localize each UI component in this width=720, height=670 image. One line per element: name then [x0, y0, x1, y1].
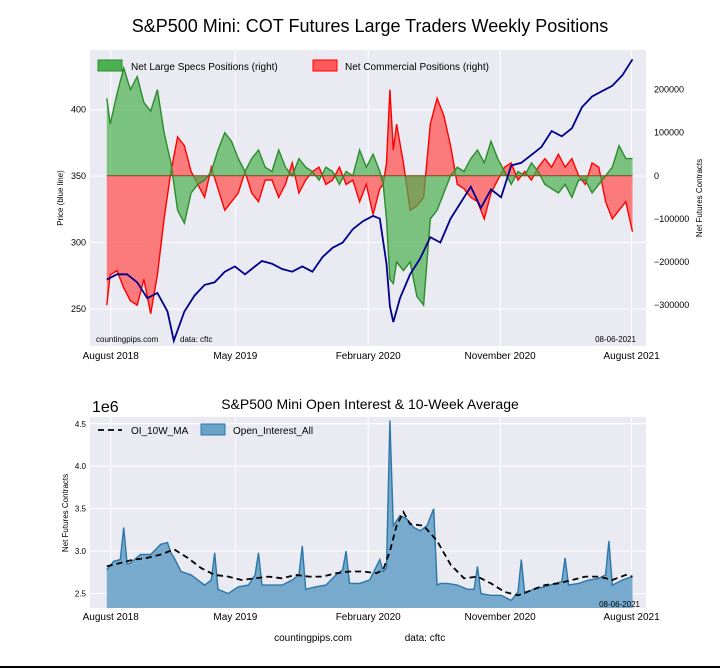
bottom-y-tick-label-0: 2.5	[75, 590, 87, 599]
bottom-x-ticks: August 2018 May 2019 February 2020 November…	[83, 612, 660, 623]
footer-source: data: cftc	[405, 633, 446, 644]
top-y2-tick-label-4: −200000	[654, 257, 689, 267]
bottom-chart: 2.5 3.0 3.5 4.0 4.5 August 2018 May 2019 Febru…	[61, 417, 660, 623]
top-y-tick-label-3: 400	[71, 105, 86, 115]
top-x-ticks: August 2018 May 2019 February 2020 November…	[83, 351, 660, 362]
oi-moving-average-line	[106, 510, 633, 597]
ma-path	[106, 510, 633, 597]
top-y2-tick-label-1: 100000	[654, 128, 684, 138]
bottom-legend: OI_10W_MA Open_Interest_All	[98, 423, 313, 437]
price-path	[106, 58, 634, 344]
bottom-x-tick-label-1: May 2019	[213, 612, 257, 623]
bottom-scale-label: 1e6	[92, 399, 119, 416]
net-contracts-axis-label: Net Futures Contracts	[695, 159, 704, 237]
bottom-x-tick-label-2: February 2020	[336, 612, 401, 623]
specs-outline	[106, 65, 633, 307]
left-y-ticks: 250 300 350 400	[71, 105, 86, 314]
top-legend: Net Large Specs Positions (right) Net Co…	[97, 59, 489, 73]
bottom-x-tick-label-3: November 2020	[465, 612, 537, 623]
bottom-y-axis-label: Net Futures Contracts	[61, 474, 70, 552]
price-line	[106, 58, 634, 344]
bottom-chart-title: S&P500 Mini Open Interest & 10-Week Aver…	[221, 396, 519, 412]
legend-label-oi: Open_Interest_All	[233, 426, 313, 437]
legend-label-ma: OI_10W_MA	[131, 426, 189, 437]
top-y2-tick-label-3: −100000	[654, 214, 689, 224]
top-x-tick-label-4: August 2021	[603, 351, 660, 362]
top-source-site: countingpips.com	[96, 335, 159, 344]
legend-swatch-commercial	[312, 59, 338, 72]
bottom-date-label: 08-06-2021	[599, 600, 640, 609]
bottom-y-ticks: 2.5 3.0 3.5 4.0 4.5	[75, 420, 87, 599]
open-interest-fill	[106, 420, 633, 608]
top-chart-title: S&P500 Mini: COT Futures Large Traders W…	[132, 16, 609, 36]
legend-label-commercial: Net Commercial Positions (right)	[345, 62, 489, 73]
top-y2-tick-label-5: −300000	[654, 300, 689, 310]
top-x-tick-label-2: February 2020	[336, 351, 401, 362]
price-axis-label: Price (blue line)	[56, 170, 65, 226]
bottom-y-tick-label-4: 4.5	[75, 420, 87, 429]
top-chart: 250 300 350 400 200000 100000 0 −100000 −200000…	[56, 50, 704, 362]
top-y-tick-label-2: 350	[71, 171, 86, 181]
top-y2-tick-label-0: 200000	[654, 85, 684, 95]
bottom-y-tick-label-1: 3.0	[75, 547, 87, 556]
top-x-tick-label-3: November 2020	[465, 351, 537, 362]
top-y-tick-label-0: 250	[71, 304, 86, 314]
top-x-tick-label-0: August 2018	[83, 351, 140, 362]
legend-label-specs: Net Large Specs Positions (right)	[131, 62, 278, 73]
legend-swatch-oi	[200, 423, 226, 436]
bottom-x-tick-label-4: August 2021	[603, 612, 660, 623]
specs-area	[106, 65, 633, 307]
bottom-x-tick-label-0: August 2018	[83, 612, 140, 623]
top-source-data: data: cftc	[180, 335, 212, 344]
top-y-tick-label-1: 300	[71, 237, 86, 247]
top-date-label: 08-06-2021	[595, 335, 636, 344]
top-x-tick-label-1: May 2019	[213, 351, 257, 362]
right-y-ticks: 200000 100000 0 −100000 −200000 −300000	[654, 85, 689, 310]
bottom-y-tick-label-3: 4.0	[75, 462, 87, 471]
bottom-y-tick-label-2: 3.5	[75, 505, 87, 514]
footer-site: countingpips.com	[274, 633, 352, 644]
top-y2-tick-label-2: 0	[654, 171, 659, 181]
legend-swatch-specs	[97, 59, 123, 72]
